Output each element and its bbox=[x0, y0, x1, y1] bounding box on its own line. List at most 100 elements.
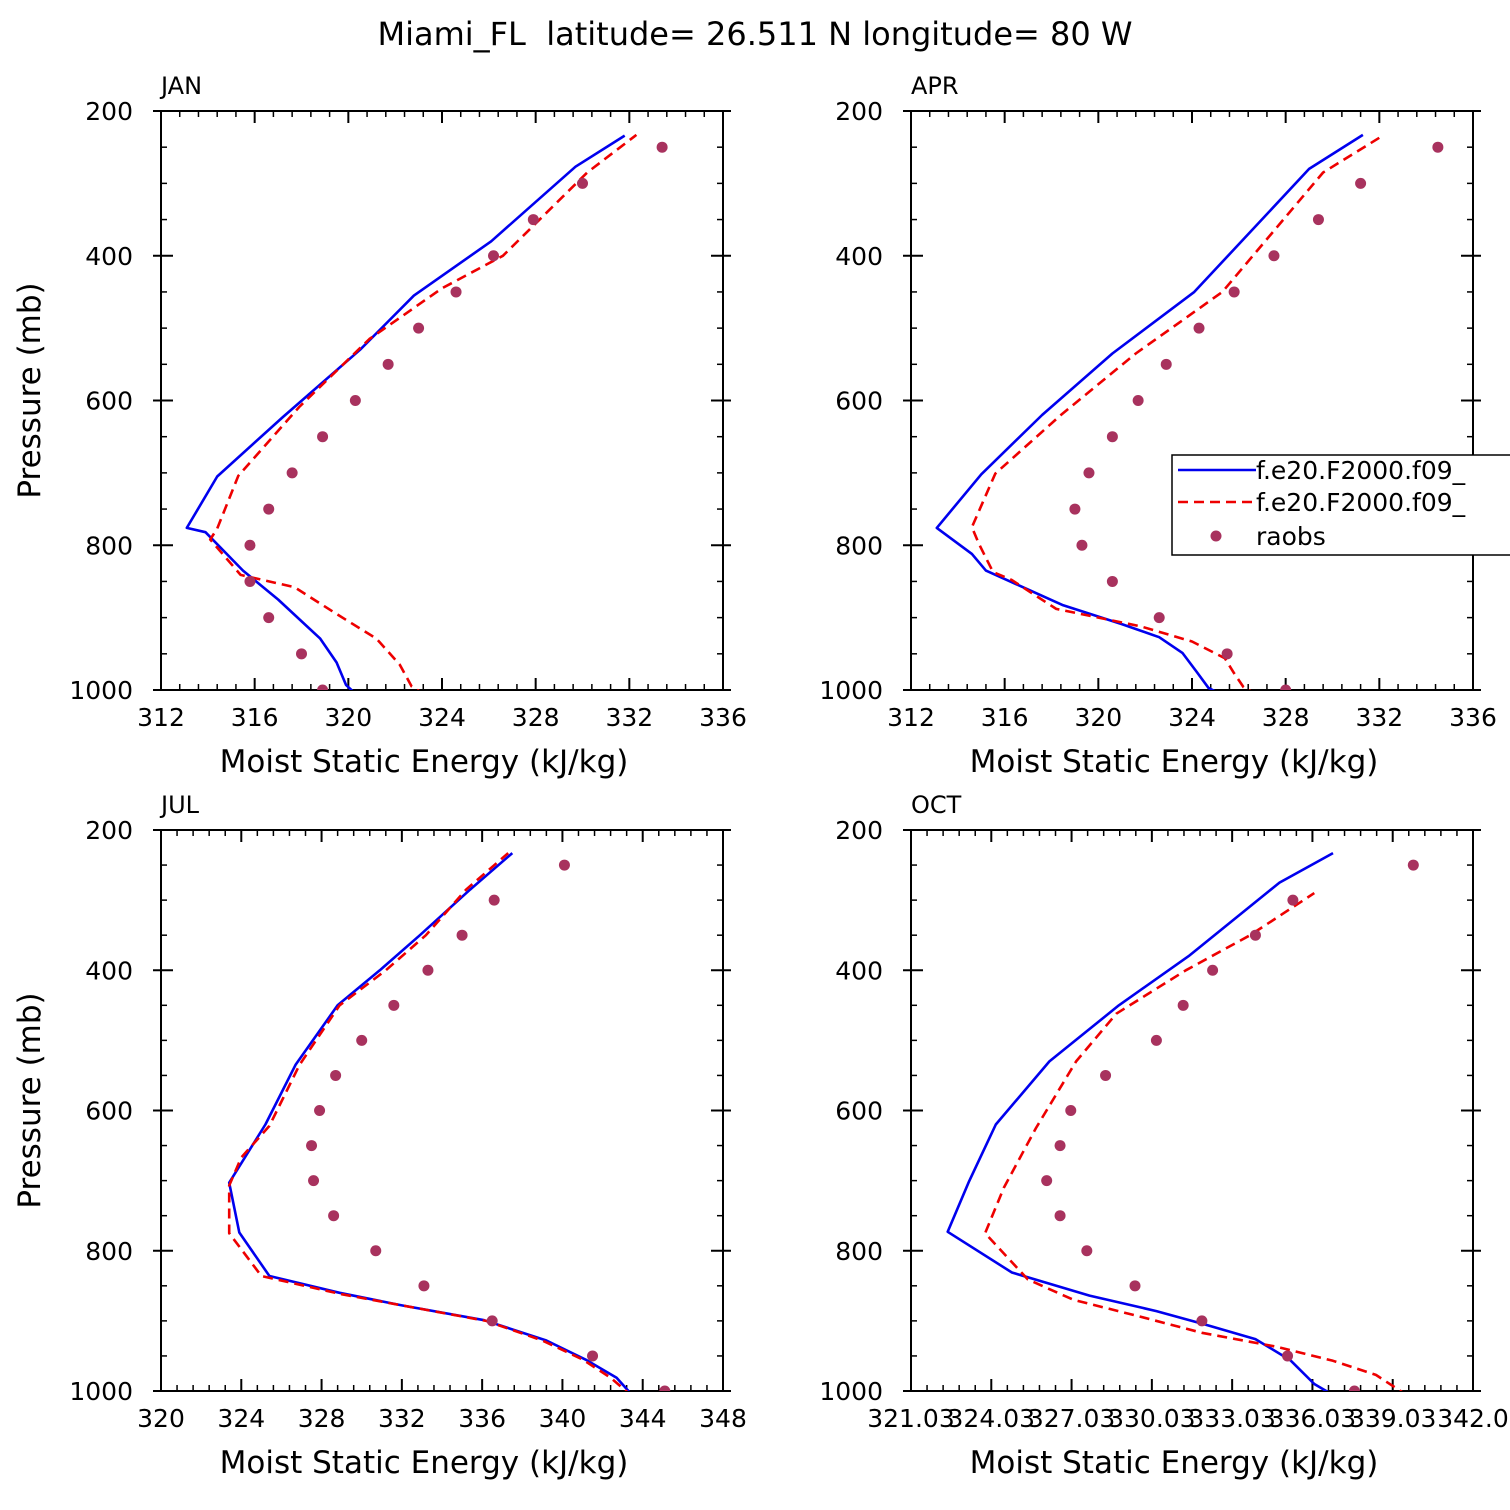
raobs-point bbox=[1076, 539, 1088, 551]
x-tick-label: 336 bbox=[1449, 703, 1497, 732]
model1-line bbox=[935, 133, 1364, 690]
x-tick-label: 344 bbox=[619, 1404, 667, 1433]
raobs-point bbox=[1041, 1175, 1053, 1187]
panel-jan: 312 316 320 324 328 332 336 200 400 600 800 1000 JAN… bbox=[12, 72, 747, 780]
raobs-point bbox=[317, 684, 329, 690]
x-tick-label: 332 bbox=[1355, 703, 1403, 732]
panel-title: APR bbox=[911, 72, 959, 100]
raobs-point bbox=[1081, 1245, 1093, 1257]
x-tick-label: 320 bbox=[324, 703, 372, 732]
raobs-point bbox=[1100, 1069, 1112, 1081]
panel-title: OCT bbox=[911, 791, 962, 819]
raobs-point bbox=[263, 612, 275, 624]
raobs-point bbox=[1207, 964, 1219, 976]
x-tick-label: 342.0 bbox=[1437, 1404, 1509, 1433]
model2-line bbox=[970, 133, 1385, 690]
raobs-point bbox=[1312, 214, 1324, 226]
raobs-point bbox=[296, 648, 307, 660]
x-tick-label: 316 bbox=[231, 703, 279, 732]
raobs-point bbox=[1153, 612, 1165, 624]
panel-title: JUL bbox=[159, 791, 200, 819]
raobs-point bbox=[1106, 431, 1118, 443]
y-tick-label: 200 bbox=[85, 97, 133, 126]
raobs-point bbox=[1083, 467, 1095, 479]
raobs-point bbox=[1280, 684, 1292, 690]
x-tick-label: 340 bbox=[539, 1404, 587, 1433]
x-tick-label: 324 bbox=[418, 703, 466, 732]
x-tick-label: 312 bbox=[137, 703, 185, 732]
raobs-point bbox=[1065, 1105, 1077, 1116]
x-tick-label: 328 bbox=[512, 703, 560, 732]
raobs-point bbox=[263, 503, 275, 515]
y-tick-label: 600 bbox=[85, 387, 133, 416]
raobs-point bbox=[1282, 1350, 1294, 1362]
raobs-point bbox=[413, 322, 425, 334]
raobs-point bbox=[388, 999, 400, 1011]
raobs-point bbox=[328, 1210, 340, 1222]
x-tick-label: 316 bbox=[981, 703, 1029, 732]
x-tick-label: 336 bbox=[458, 1404, 506, 1433]
legend-raobs-swatch bbox=[1210, 530, 1222, 542]
raobs-point bbox=[488, 250, 500, 262]
raobs-point bbox=[1054, 1210, 1066, 1222]
raobs-point bbox=[370, 1245, 382, 1257]
series-group bbox=[935, 133, 1444, 690]
model1-line bbox=[946, 851, 1334, 1391]
y-tick-label: 800 bbox=[85, 531, 133, 560]
raobs-point bbox=[306, 1140, 318, 1152]
x-tick-label: 327.03 bbox=[1028, 1404, 1115, 1433]
raobs-point bbox=[486, 1315, 498, 1327]
model2-line bbox=[227, 852, 629, 1391]
raobs-point bbox=[659, 1385, 671, 1391]
raobs-point bbox=[1132, 395, 1144, 406]
raobs-point bbox=[1432, 141, 1444, 153]
y-tick-label: 200 bbox=[835, 816, 883, 845]
raobs-point bbox=[382, 358, 394, 370]
raobs-point bbox=[1106, 575, 1118, 587]
x-tick-label: 320 bbox=[137, 1404, 185, 1433]
raobs-point bbox=[314, 1105, 326, 1116]
raobs-point bbox=[244, 575, 256, 587]
raobs-point bbox=[317, 431, 329, 443]
model1-line bbox=[185, 134, 626, 690]
raobs-point bbox=[1221, 648, 1233, 660]
y-tick-label: 800 bbox=[85, 1237, 133, 1266]
raobs-point bbox=[1287, 894, 1299, 906]
y-tick-label: 400 bbox=[835, 242, 883, 271]
x-axis-label: Moist Static Energy (kJ/kg) bbox=[220, 744, 629, 780]
legend-label: f.e20.F2000.f09_ bbox=[1256, 456, 1466, 485]
x-tick-label: 332 bbox=[378, 1404, 426, 1433]
raobs-point bbox=[1054, 1140, 1066, 1152]
panel-oct: 321.03324.03327.03330.03333.03336.03339.… bbox=[819, 791, 1508, 1481]
x-tick-label: 348 bbox=[699, 1404, 747, 1433]
model1-line bbox=[227, 852, 631, 1391]
raobs-point bbox=[1129, 1280, 1141, 1292]
y-axis-label: Pressure (mb) bbox=[12, 282, 48, 498]
raobs-point bbox=[527, 214, 539, 226]
raobs-point bbox=[1355, 177, 1367, 189]
raobs-point bbox=[1193, 322, 1205, 334]
x-tick-label: 336 bbox=[699, 703, 747, 732]
figure-title: Miami_FL latitude= 26.511 N longitude= 8… bbox=[377, 15, 1132, 53]
x-tick-label: 332 bbox=[605, 703, 653, 732]
series-group bbox=[185, 133, 668, 690]
raobs-point bbox=[1177, 999, 1189, 1011]
panel-title: JAN bbox=[159, 72, 202, 100]
raobs-point bbox=[418, 1280, 430, 1292]
y-tick-label: 600 bbox=[835, 1097, 883, 1126]
raobs-point bbox=[330, 1069, 342, 1081]
x-tick-label: 328 bbox=[1262, 703, 1310, 732]
y-tick-label: 1000 bbox=[819, 676, 883, 705]
x-tick-label: 324 bbox=[217, 1404, 265, 1433]
raobs-point bbox=[488, 894, 500, 906]
y-tick-label: 400 bbox=[85, 242, 133, 271]
y-tick-label: 800 bbox=[835, 1237, 883, 1266]
x-tick-label: 324 bbox=[1168, 703, 1216, 732]
y-tick-label: 400 bbox=[835, 956, 883, 985]
raobs-point bbox=[1160, 358, 1172, 370]
legend-label: raobs bbox=[1256, 522, 1326, 551]
x-tick-label: 312 bbox=[887, 703, 935, 732]
x-tick-label: 339.03 bbox=[1349, 1404, 1436, 1433]
raobs-point bbox=[308, 1175, 320, 1187]
